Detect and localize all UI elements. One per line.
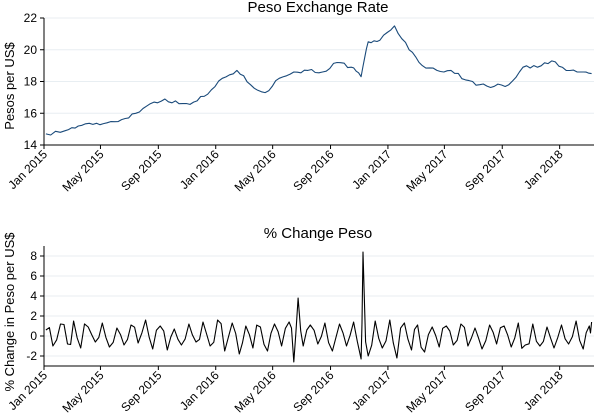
y-tick-label: -2 xyxy=(26,349,37,363)
x-ticks: Jan 2015 May 2015 Sep 2015 Jan 2016 May 2016… xyxy=(5,366,566,415)
plot-area xyxy=(45,251,593,363)
exchange-rate-panel: Peso Exchange Rate Pesos per US$ 14 16 18 2… xyxy=(2,0,594,194)
gridlines xyxy=(44,255,594,357)
axes xyxy=(43,246,594,367)
x-tick-label: Jan 2017 xyxy=(349,147,394,192)
y-tick-label: 18 xyxy=(24,75,38,89)
x-tick-label: Jan 2016 xyxy=(177,147,222,192)
y-tick-label: 20 xyxy=(24,43,38,57)
x-tick-label: May 2016 xyxy=(232,368,279,415)
y-tick-label: 6 xyxy=(30,269,37,283)
x-tick-label: May 2015 xyxy=(59,368,106,415)
x-tick-label: Sep 2017 xyxy=(462,147,508,193)
plot-area xyxy=(45,25,592,136)
x-tick-label: Sep 2017 xyxy=(462,368,508,414)
x-ticks: Jan 2015 May 2015 Sep 2015 Jan 2016 May 2016… xyxy=(5,145,566,194)
y-ticks: -2 0 2 4 6 8 xyxy=(26,249,44,363)
y-ticks: 14 16 18 20 22 xyxy=(24,11,44,152)
x-tick-label: Jan 2015 xyxy=(5,147,50,192)
x-tick-label: Sep 2015 xyxy=(118,147,164,193)
x-tick-label: Jan 2016 xyxy=(177,368,222,413)
y-tick-label: 16 xyxy=(24,106,38,120)
x-tick-label: May 2017 xyxy=(403,368,450,415)
x-tick-label: Jan 2018 xyxy=(521,147,566,192)
y-axis-label: % Change in Peso per US$ xyxy=(2,232,17,392)
x-tick-label: Sep 2016 xyxy=(290,147,336,193)
x-tick-label: May 2017 xyxy=(403,147,450,194)
x-tick-label: Sep 2015 xyxy=(118,368,164,414)
y-tick-label: 8 xyxy=(30,249,37,263)
x-tick-label: May 2015 xyxy=(59,147,106,194)
y-axis-label: Pesos per US$ xyxy=(2,42,17,130)
x-tick-label: May 2016 xyxy=(232,147,279,194)
chart-title: Peso Exchange Rate xyxy=(248,0,389,16)
y-tick-label: 4 xyxy=(30,289,37,303)
x-tick-label: Sep 2016 xyxy=(290,368,336,414)
y-tick-label: 22 xyxy=(24,11,38,25)
series-line xyxy=(45,25,592,136)
pct-change-panel: % Change Peso % Change in Peso per US$ -… xyxy=(2,225,594,415)
y-tick-label: 0 xyxy=(30,329,37,343)
x-tick-label: Jan 2017 xyxy=(349,368,394,413)
y-tick-label: 14 xyxy=(24,138,38,152)
x-tick-label: Jan 2018 xyxy=(521,368,566,413)
chart-title: % Change Peso xyxy=(264,225,372,242)
y-tick-label: 2 xyxy=(30,309,37,323)
series-line xyxy=(45,251,593,363)
